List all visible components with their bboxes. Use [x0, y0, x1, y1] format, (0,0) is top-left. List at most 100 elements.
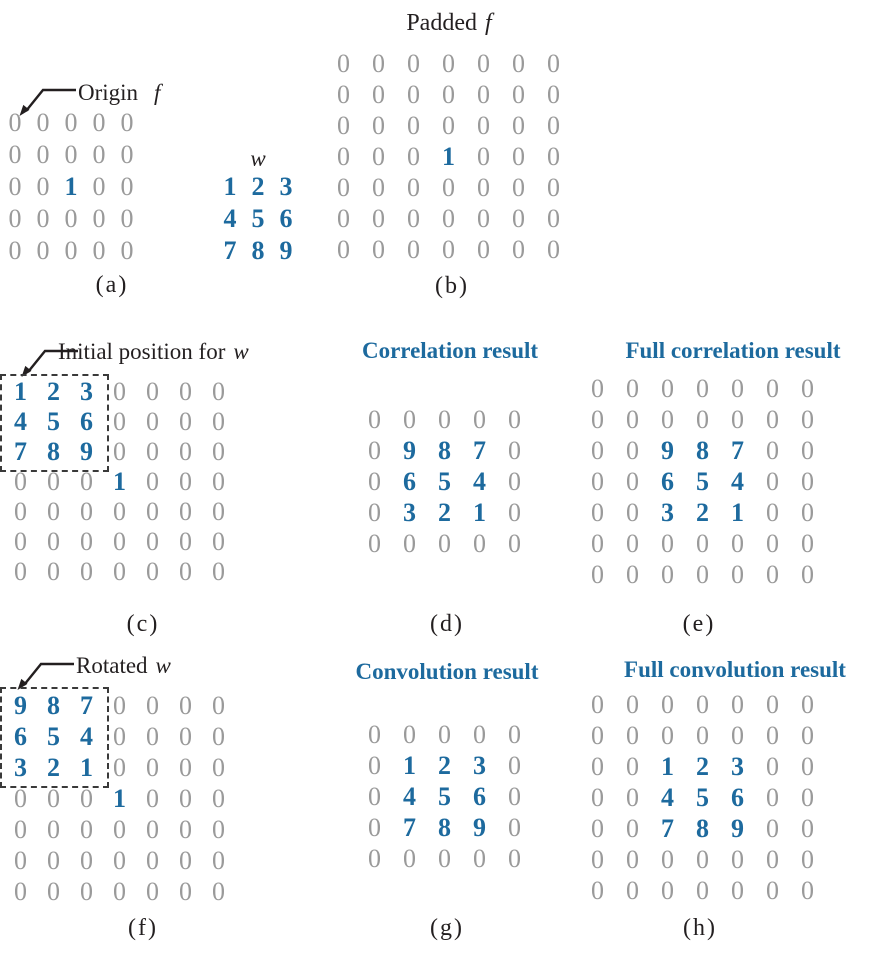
matrix-cell-zero: 0	[801, 373, 814, 403]
matrix-cell-zero: 0	[591, 559, 604, 589]
matrix-cell-zero: 0	[179, 407, 192, 436]
matrix-cell-value: 4	[473, 466, 486, 496]
caption-c: (c)	[126, 611, 160, 637]
matrix-cell-zero: 0	[696, 528, 709, 558]
matrix-cell-zero: 0	[591, 844, 604, 874]
matrix-cell-zero: 0	[626, 559, 639, 589]
matrix-cell-zero: 0	[36, 172, 50, 201]
matrix-cell-value: 3	[473, 750, 486, 780]
matrix-cell-value: 3	[279, 172, 293, 201]
matrix-cell-value: 1	[731, 497, 744, 527]
matrix-cell-zero: 0	[626, 689, 639, 719]
w-symbol-label: w	[250, 146, 266, 171]
padded-f-title: Padded f	[406, 10, 491, 36]
matrix-cell-zero: 0	[113, 497, 126, 526]
matrix-cell-value: 2	[47, 752, 60, 782]
matrix-cell-zero: 0	[591, 373, 604, 403]
matrix-cell-value: 8	[696, 813, 709, 843]
matrix-cell-zero: 0	[146, 876, 159, 906]
matrix-cell-value: 6	[473, 781, 486, 811]
matrix-cell-zero: 0	[801, 689, 814, 719]
rotated-w-label-text: Rotated	[76, 653, 148, 678]
matrix-cell-value: 7	[731, 435, 744, 465]
matrix-cell-zero: 0	[731, 689, 744, 719]
full-convolution-result-title: Full convolution result	[624, 657, 846, 682]
matrix-cell-zero: 0	[80, 845, 93, 875]
matrix-cell-zero: 0	[512, 141, 525, 171]
matrix-cell-zero: 0	[661, 404, 674, 434]
matrix-cell-zero: 0	[64, 108, 78, 137]
matrix-cell-zero: 0	[801, 404, 814, 434]
matrix-cell-zero: 0	[442, 110, 455, 140]
matrix-cell-zero: 0	[368, 843, 381, 873]
matrix-cell-zero: 0	[372, 172, 385, 202]
matrix-cell-zero: 0	[473, 404, 486, 434]
matrix-cell-value: 7	[661, 813, 674, 843]
matrix-cell-zero: 0	[407, 141, 420, 171]
matrix-cell-zero: 0	[626, 751, 639, 781]
matrix-cell-zero: 0	[512, 172, 525, 202]
matrix-cell-zero: 0	[368, 497, 381, 527]
matrix-cell-zero: 0	[591, 875, 604, 905]
matrix-cell-zero: 0	[372, 234, 385, 264]
matrix-cell-zero: 0	[146, 814, 159, 844]
rotated-w-label-symbol: w	[155, 653, 171, 678]
matrix-cell-zero: 0	[179, 690, 192, 720]
matrix-cell-zero: 0	[212, 845, 225, 875]
matrix-cell-zero: 0	[801, 720, 814, 750]
full-correlation-result-title: Full correlation result	[625, 338, 841, 363]
matrix-cell-zero: 0	[113, 527, 126, 556]
matrix-cell-zero: 0	[368, 404, 381, 434]
matrix-cell-zero: 0	[47, 876, 60, 906]
matrix-cell-zero: 0	[512, 203, 525, 233]
matrix-cell-value: 8	[696, 435, 709, 465]
matrix-cell-zero: 0	[146, 752, 159, 782]
matrix-cell-value: 1	[113, 783, 126, 813]
matrix-cell-zero: 0	[626, 373, 639, 403]
matrix-cell-zero: 0	[179, 527, 192, 556]
matrix-cell-zero: 0	[14, 497, 27, 526]
matrix-cell-zero: 0	[212, 783, 225, 813]
matrix-cell-zero: 0	[372, 110, 385, 140]
matrix-cell-zero: 0	[337, 79, 350, 109]
matrix-cell-zero: 0	[113, 437, 126, 466]
matrix-cell-value: 9	[279, 236, 293, 265]
matrix-cell-value: 9	[731, 813, 744, 843]
matrix-cell-value: 1	[14, 377, 27, 406]
matrix-cell-zero: 0	[731, 528, 744, 558]
matrix-cell-zero: 0	[113, 377, 126, 406]
matrix-cell-value: 4	[223, 204, 237, 233]
matrix-cell-zero: 0	[591, 720, 604, 750]
matrix-cell-zero: 0	[80, 876, 93, 906]
matrix-cell-value: 8	[47, 690, 60, 720]
matrix-cell-zero: 0	[766, 435, 779, 465]
matrix-cell-zero: 0	[47, 527, 60, 556]
matrix-cell-zero: 0	[368, 528, 381, 558]
matrix-cell-zero: 0	[403, 404, 416, 434]
matrix-cell-value: 8	[438, 812, 451, 842]
matrix-cell-zero: 0	[477, 141, 490, 171]
matrix-cell-zero: 0	[8, 140, 22, 169]
matrix-cell-zero: 0	[661, 720, 674, 750]
matrix-cell-zero: 0	[442, 203, 455, 233]
matrix-cell-zero: 0	[47, 557, 60, 586]
matrix-cell-zero: 0	[547, 48, 560, 78]
matrix-cell-zero: 0	[179, 497, 192, 526]
matrix-cell-zero: 0	[92, 172, 106, 201]
matrix-cell-zero: 0	[477, 234, 490, 264]
